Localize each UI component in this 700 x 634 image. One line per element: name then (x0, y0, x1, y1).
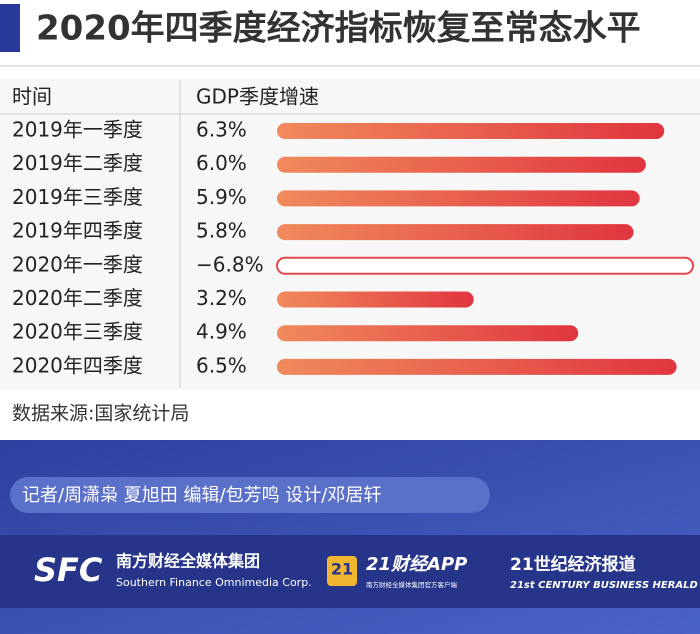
value-label: 6.3% (196, 118, 247, 142)
category-label: 2020年三季度 (12, 320, 143, 344)
value-label: −6.8% (196, 252, 264, 276)
logo: 21财经APP (366, 554, 467, 575)
logo: Southern Finance Omnimedia Corp. (116, 576, 312, 589)
bar (277, 325, 579, 342)
value-label: 6.5% (196, 353, 247, 377)
bar (276, 256, 694, 275)
category-label: 2019年二季度 (12, 151, 143, 175)
category-label: 2020年四季度 (12, 353, 143, 377)
source: 数据来源:国家统计局 (12, 403, 189, 425)
logo: SFC (34, 551, 103, 589)
category-label: 2019年三季度 (12, 185, 143, 209)
value-label: 5.8% (196, 219, 247, 243)
bar (277, 291, 474, 308)
header: GDP季度增速 (196, 85, 319, 109)
bar (277, 156, 646, 173)
bar (277, 224, 634, 241)
chart-title: 2020年四季度经济指标恢复至常态水平 (36, 9, 641, 49)
logo: 21世纪经济报道 (510, 554, 636, 575)
header: 时间 (12, 85, 52, 109)
value-label: 4.9% (196, 320, 247, 344)
value-label: 6.0% (196, 151, 247, 175)
value-label: 5.9% (196, 185, 247, 209)
category-label: 2019年一季度 (12, 118, 143, 142)
logo: 21st CENTURY BUSINESS HERALD (510, 580, 698, 591)
bar (277, 358, 677, 375)
category-label: 2019年四季度 (12, 219, 143, 243)
logo: 南方财经全媒体集团官方客户端 (366, 580, 458, 589)
app-badge (327, 556, 357, 586)
category-label: 2020年二季度 (12, 286, 143, 310)
title-accent (0, 4, 20, 52)
value-label: 3.2% (196, 286, 247, 310)
category-label: 2020年一季度 (12, 252, 143, 276)
bar (277, 123, 665, 139)
credits: 记者/周潇枭 夏旭田 编辑/包芳鸣 设计/邓居轩 (22, 485, 381, 506)
logo: 南方财经全媒体集团 (116, 552, 260, 571)
bar (277, 190, 640, 207)
credits-pill (10, 477, 490, 513)
logo: 21 (331, 560, 353, 579)
